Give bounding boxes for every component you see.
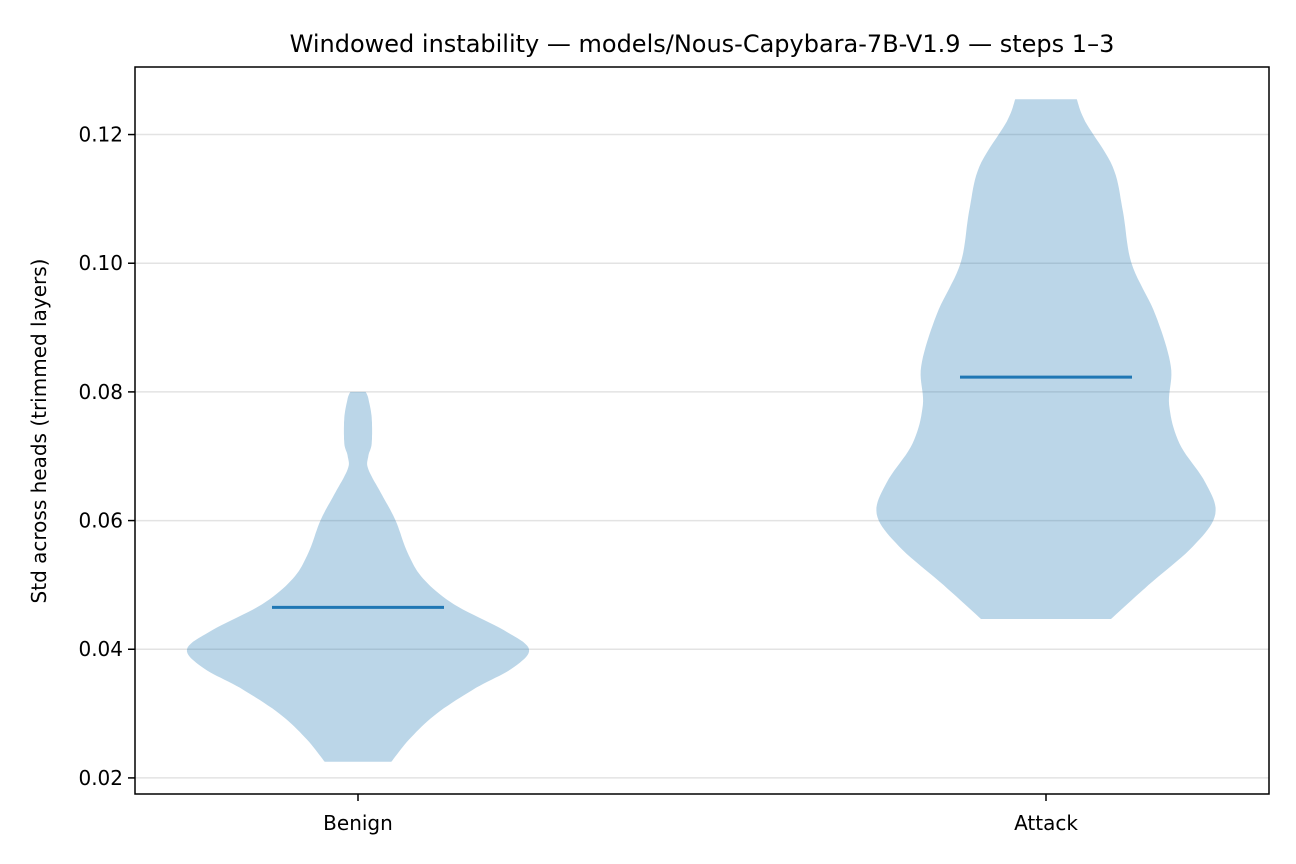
- y-tick-label: 0.08: [78, 380, 123, 404]
- y-tick-label: 0.06: [78, 509, 123, 533]
- violin-body-attack: [876, 99, 1216, 619]
- y-tick-label: 0.10: [78, 251, 123, 275]
- chart-title: Windowed instability — models/Nous-Capyb…: [290, 30, 1115, 58]
- y-tick-label: 0.02: [78, 766, 123, 790]
- x-tick-label: Attack: [1014, 811, 1078, 835]
- y-tick-label: 0.12: [78, 123, 123, 147]
- y-tick-label: 0.04: [78, 637, 123, 661]
- y-axis-ticks: 0.02 0.04 0.06 0.08 0.10 0.12: [78, 123, 135, 790]
- grid-lines: [135, 133, 1269, 779]
- violins: [186, 99, 1216, 762]
- x-axis-ticks: Benign Attack: [323, 794, 1078, 835]
- plot-frame: [134, 66, 1270, 795]
- x-tick-label: Benign: [323, 811, 393, 835]
- violin-body-benign: [186, 391, 530, 762]
- y-axis-label: Std across heads (trimmed layers): [27, 259, 51, 604]
